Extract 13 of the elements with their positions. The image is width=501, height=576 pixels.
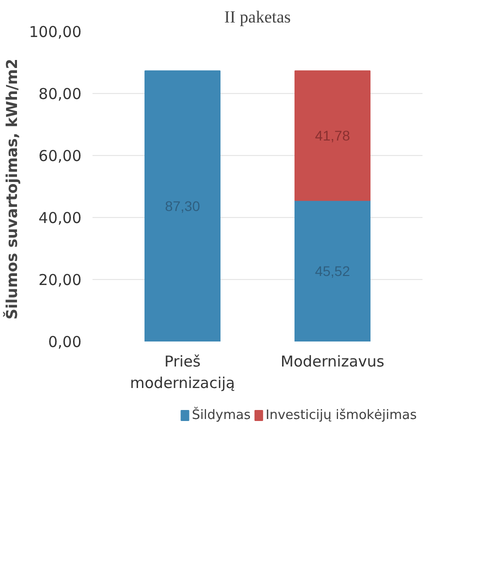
y-tick-label: 60,00 [38, 147, 82, 165]
y-tick-label: 0,00 [48, 333, 82, 351]
legend-label: Šildymas [192, 406, 251, 423]
y-tick-label: 80,00 [38, 85, 82, 103]
data-label: 41,78 [314, 128, 350, 144]
y-tick-label: 40,00 [38, 209, 82, 227]
legend-label: Investicijų išmokėjimas [266, 408, 418, 423]
x-tick-label: Modernizavus [280, 352, 385, 370]
y-axis-title: Šilumos suvartojimas, kWh/m2 [3, 58, 22, 320]
y-tick-label: 20,00 [38, 271, 82, 289]
x-tick-label: Prieš modernizaciją [130, 352, 235, 392]
chart-title: II paketas [224, 8, 291, 26]
y-tick-label: 100,00 [29, 23, 82, 41]
